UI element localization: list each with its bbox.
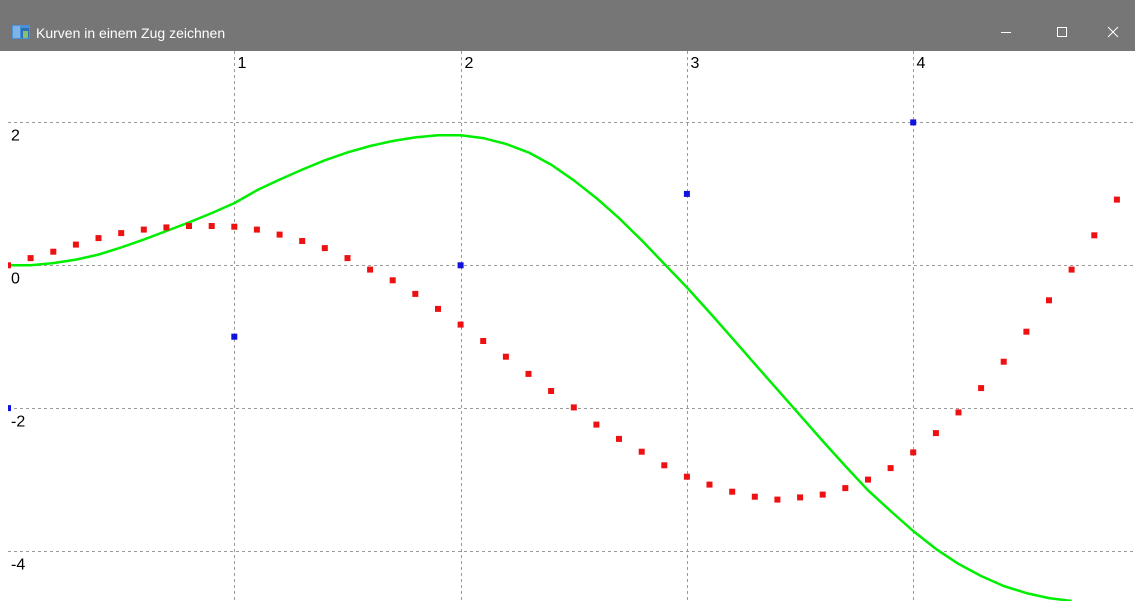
close-button[interactable]	[1090, 12, 1135, 51]
red-point-10	[231, 223, 238, 230]
x-tick-label-1: 1	[238, 55, 247, 72]
red-point-2	[50, 248, 57, 255]
red-point-30	[683, 473, 690, 480]
red-point-29	[661, 462, 668, 469]
red-point-43	[978, 385, 985, 392]
green-curve	[8, 134, 1072, 601]
red-point-49	[1113, 196, 1120, 203]
red-point-28	[638, 448, 645, 455]
maximize-button[interactable]	[1034, 12, 1090, 51]
red-point-1	[27, 255, 34, 262]
window-title: Kurven in einem Zug zeichnen	[36, 25, 226, 41]
red-point-13	[299, 238, 306, 244]
red-point-25	[570, 404, 577, 411]
y-tick-label--4: -4	[11, 557, 25, 574]
red-point-37	[842, 485, 849, 492]
red-point-41	[932, 430, 939, 437]
curve-chart: 1 2 3 4 2 0 -2 -4	[8, 51, 1135, 601]
y-tick-label-0: 0	[11, 271, 20, 288]
red-point-42	[955, 409, 962, 416]
red-point-47	[1068, 266, 1075, 273]
red-point-36	[819, 491, 826, 498]
red-point-40	[910, 449, 917, 456]
red-point-16	[367, 266, 374, 273]
maximize-icon	[1057, 26, 1067, 37]
red-point-21	[480, 338, 487, 344]
red-point-46	[1046, 297, 1052, 304]
blue-point-3	[683, 190, 690, 197]
close-icon	[1107, 26, 1118, 37]
red-point-22	[502, 353, 509, 360]
plot-area: 1 2 3 4 2 0 -2 -4	[8, 51, 1135, 601]
x-tick-label-2: 2	[465, 55, 474, 72]
red-point-35	[797, 494, 804, 501]
red-point-19	[435, 305, 441, 312]
red-point-45	[1023, 328, 1030, 335]
minimize-button[interactable]	[978, 12, 1034, 51]
title-bar[interactable]: Kurven in einem Zug zeichnen	[0, 0, 1135, 51]
red-point-18	[412, 290, 419, 297]
red-point-14	[321, 245, 328, 252]
blue-point-1	[231, 333, 238, 340]
red-point-27	[616, 435, 622, 442]
red-point-20	[457, 321, 464, 328]
red-point-33	[751, 493, 758, 500]
x-tick-label-3: 3	[691, 55, 700, 72]
red-point-5	[118, 230, 125, 237]
red-point-11	[253, 226, 260, 233]
red-point-34	[774, 496, 781, 503]
blue-point-2	[457, 262, 464, 269]
red-point-31	[706, 481, 713, 488]
blue-point-0	[8, 405, 11, 412]
red-point-12	[276, 231, 283, 238]
red-point-7	[163, 224, 170, 231]
red-point-17	[389, 277, 396, 284]
red-point-24	[548, 388, 555, 394]
y-tick-label--2: -2	[11, 414, 25, 431]
x-tick-label-4: 4	[917, 55, 926, 72]
red-point-44	[1000, 358, 1007, 365]
blue-point-4	[910, 119, 917, 126]
y-tick-label-2: 2	[11, 128, 20, 145]
red-point-32	[729, 488, 736, 495]
red-point-48	[1091, 232, 1098, 239]
red-point-38	[865, 476, 871, 483]
red-point-0	[8, 262, 11, 269]
red-point-3	[72, 241, 79, 248]
red-point-9	[208, 223, 215, 229]
red-point-8	[186, 223, 192, 229]
red-point-15	[344, 255, 351, 262]
red-point-23	[525, 370, 532, 377]
app-icon	[12, 25, 30, 39]
red-point-39	[887, 465, 894, 472]
red-point-6	[140, 226, 147, 233]
red-point-26	[593, 421, 600, 428]
red-point-4	[95, 235, 102, 242]
minimize-icon	[1001, 31, 1011, 33]
